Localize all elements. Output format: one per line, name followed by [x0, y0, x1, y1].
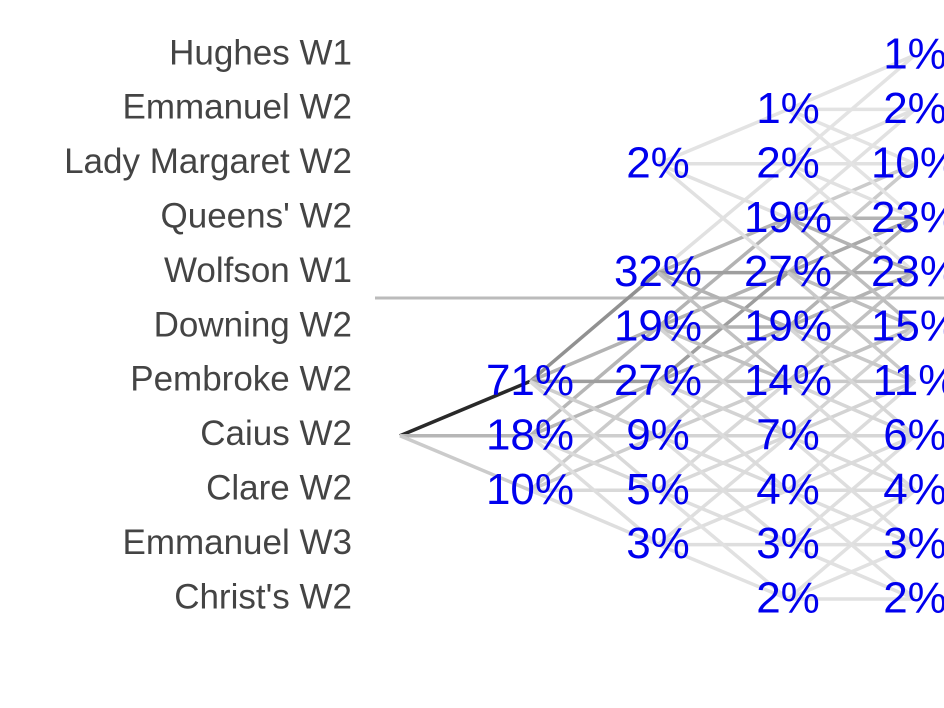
- crew-label: Caius W2: [200, 414, 352, 453]
- path-line: [786, 325, 917, 438]
- probability-label: 32%: [614, 247, 702, 296]
- crew-label: Wolfson W1: [164, 251, 352, 290]
- path-line: [786, 271, 917, 383]
- probability-label: 4%: [756, 465, 820, 514]
- probability-label: 7%: [756, 410, 820, 459]
- probability-label: 23%: [871, 247, 944, 296]
- crew-label: Queens' W2: [161, 196, 353, 235]
- path-line: [657, 542, 789, 601]
- probability-label: 27%: [614, 356, 702, 405]
- path-line: [656, 325, 790, 438]
- probability-label: 14%: [744, 356, 832, 405]
- path-line: [529, 434, 659, 492]
- probability-label: 18%: [486, 410, 574, 459]
- path-line: [528, 271, 660, 383]
- path-line: [529, 488, 659, 547]
- path-line: [529, 325, 659, 384]
- crew-label: Downing W2: [154, 305, 352, 344]
- probability-label: 2%: [883, 84, 944, 133]
- path-line: [787, 542, 916, 601]
- path-line: [786, 380, 917, 492]
- path-line: [657, 107, 789, 166]
- path-line: [657, 270, 789, 329]
- path-line: [786, 162, 917, 274]
- path-line: [656, 271, 790, 383]
- path-line: [786, 216, 917, 329]
- path-line: [787, 325, 916, 384]
- path-line: [657, 488, 789, 547]
- probability-label: 10%: [871, 138, 944, 187]
- path-line: [786, 488, 917, 601]
- path-line: [787, 434, 916, 492]
- path-line: [528, 380, 660, 492]
- path-line: [787, 270, 916, 329]
- probability-label: 5%: [626, 465, 690, 514]
- probability-label: 2%: [626, 138, 690, 187]
- probability-label: 1%: [883, 30, 944, 79]
- probability-label: 19%: [614, 302, 702, 351]
- path-line: [656, 488, 790, 601]
- crew-label: Emmanuel W3: [122, 523, 352, 562]
- path-line: [786, 434, 917, 546]
- probability-label: 2%: [756, 138, 820, 187]
- path-line: [787, 379, 916, 438]
- probability-label: 2%: [756, 574, 820, 623]
- crew-label: Christ's W2: [174, 577, 352, 616]
- probability-label: 9%: [626, 410, 690, 459]
- crew-label: Pembroke W2: [130, 360, 352, 399]
- crew-label: Lady Margaret W2: [64, 142, 352, 181]
- probability-label: 6%: [883, 410, 944, 459]
- crew-label: Hughes W1: [169, 33, 352, 72]
- path-line: [399, 434, 531, 492]
- probability-label: 27%: [744, 247, 832, 296]
- crew-label: Clare W2: [206, 468, 352, 507]
- path-line: [787, 53, 916, 112]
- path-line: [787, 488, 916, 547]
- probability-label: 10%: [486, 465, 574, 514]
- probability-label: 3%: [883, 519, 944, 568]
- path-line: [529, 379, 659, 438]
- labels: Hughes W1 Emmanuel W2 Lady Margaret W2 Quee…: [64, 30, 944, 623]
- path-line: [528, 434, 660, 546]
- crew-label: Emmanuel W2: [122, 88, 352, 127]
- path-line: [656, 380, 790, 492]
- path-line: [787, 107, 916, 166]
- path-line: [399, 379, 531, 438]
- probability-label: 4%: [883, 465, 944, 514]
- path-line: [657, 325, 789, 384]
- path-line: [786, 108, 917, 220]
- path-line: [657, 162, 789, 220]
- probability-label: 23%: [871, 193, 944, 242]
- probability-label: 11%: [873, 356, 944, 405]
- probability-label: 71%: [486, 356, 574, 405]
- probability-label: 3%: [756, 519, 820, 568]
- probability-label: 2%: [883, 574, 944, 623]
- path-line: [656, 162, 790, 274]
- path-line: [657, 379, 789, 438]
- path-line: [657, 434, 789, 492]
- probability-label: 19%: [744, 302, 832, 351]
- path-line: [787, 216, 916, 275]
- probability-label: 3%: [626, 519, 690, 568]
- probability-label: 15%: [871, 302, 944, 351]
- probability-label: 19%: [744, 193, 832, 242]
- path-line: [787, 162, 916, 220]
- probability-label: 1%: [756, 84, 820, 133]
- path-line: [657, 216, 789, 275]
- paths: [399, 53, 917, 601]
- path-line: [656, 434, 790, 546]
